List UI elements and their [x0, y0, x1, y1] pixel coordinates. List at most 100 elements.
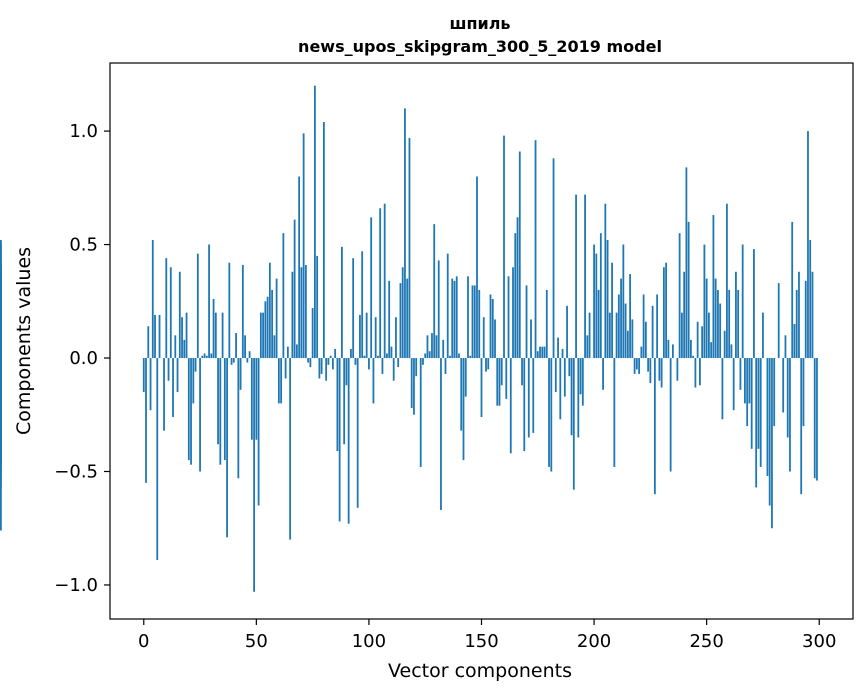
- bar: [467, 276, 469, 359]
- bar: [644, 321, 647, 359]
- bar: [476, 176, 478, 359]
- bar: [514, 233, 517, 359]
- bar: [710, 342, 713, 359]
- bar: [680, 312, 683, 359]
- bar: [365, 312, 368, 359]
- bar: [156, 358, 159, 560]
- bar: [662, 267, 665, 359]
- bar: [807, 131, 809, 359]
- bar: [626, 330, 629, 359]
- bar: [719, 303, 722, 359]
- bar: [798, 271, 800, 359]
- bar: [410, 358, 413, 408]
- bar: [223, 358, 226, 461]
- bar: [214, 312, 217, 359]
- bar: [149, 358, 152, 411]
- bar: [354, 358, 357, 365]
- bar: [658, 358, 661, 381]
- bar: [534, 140, 537, 359]
- bar: [212, 299, 215, 359]
- bar: [338, 358, 341, 522]
- bar: [181, 317, 183, 359]
- bar: [572, 358, 575, 490]
- bar: [392, 358, 395, 381]
- bar: [437, 260, 440, 359]
- bar: [174, 335, 177, 359]
- bar: [350, 348, 352, 359]
- x-axis-ticks: 0 50 100 150 200 250 300: [138, 619, 836, 652]
- bar: [187, 358, 190, 461]
- bar: [455, 276, 458, 359]
- bar: [701, 326, 704, 359]
- bar: [302, 133, 305, 359]
- bar: [210, 353, 213, 359]
- plot-frame: [109, 62, 854, 620]
- bar: [750, 358, 753, 449]
- bar: [221, 312, 224, 359]
- bar: [217, 358, 219, 445]
- bar: [460, 358, 463, 431]
- bar: [336, 358, 339, 452]
- bar: [759, 358, 762, 467]
- bar: [154, 314, 156, 359]
- bar: [789, 358, 791, 472]
- bar: [185, 312, 188, 359]
- x-tick-label: 300: [802, 631, 836, 652]
- bar: [509, 358, 512, 454]
- bar: [624, 303, 627, 359]
- bar: [699, 358, 701, 386]
- bar: [151, 240, 154, 359]
- bar: [415, 358, 418, 377]
- bar: [0, 312, 2, 359]
- bar: [656, 294, 659, 359]
- bar: [586, 335, 589, 359]
- bar: [169, 267, 172, 359]
- bar: [771, 358, 773, 529]
- bar: [257, 358, 260, 506]
- bar: [462, 358, 465, 461]
- bar: [613, 358, 616, 467]
- bar: [550, 358, 553, 472]
- bar: [491, 299, 494, 359]
- y-tick-label: −1.0: [54, 575, 98, 596]
- bar: [611, 262, 613, 359]
- bar: [753, 249, 755, 359]
- bar: [390, 346, 393, 359]
- y-tick-label: 0.5: [69, 235, 98, 256]
- bar: [579, 358, 582, 395]
- bar: [593, 244, 595, 359]
- bar: [201, 355, 204, 359]
- bar: [816, 358, 818, 481]
- bar: [525, 285, 528, 359]
- bar: [809, 240, 812, 359]
- bar: [424, 353, 427, 359]
- bar: [307, 358, 310, 363]
- bar: [638, 358, 641, 374]
- bar: [521, 358, 523, 386]
- bar: [732, 358, 735, 411]
- bar: [647, 358, 650, 372]
- bar: [0, 358, 2, 465]
- bar: [784, 335, 787, 359]
- bar: [545, 289, 548, 359]
- bar: [190, 358, 192, 465]
- bar: [498, 358, 501, 406]
- bar: [352, 258, 355, 359]
- bar: [512, 267, 514, 359]
- bar: [608, 312, 611, 359]
- bar: [728, 289, 731, 359]
- bar: [494, 319, 496, 359]
- bar: [383, 203, 386, 359]
- bar: [705, 278, 708, 359]
- bar: [248, 351, 251, 359]
- bar: [332, 358, 334, 370]
- bar: [536, 351, 539, 359]
- bar: [811, 271, 814, 359]
- bar: [541, 346, 544, 359]
- bar: [395, 317, 397, 359]
- bar: [604, 203, 607, 359]
- bar: [442, 339, 445, 359]
- bar: [723, 330, 726, 359]
- bar: [451, 278, 454, 359]
- bar: [575, 194, 577, 359]
